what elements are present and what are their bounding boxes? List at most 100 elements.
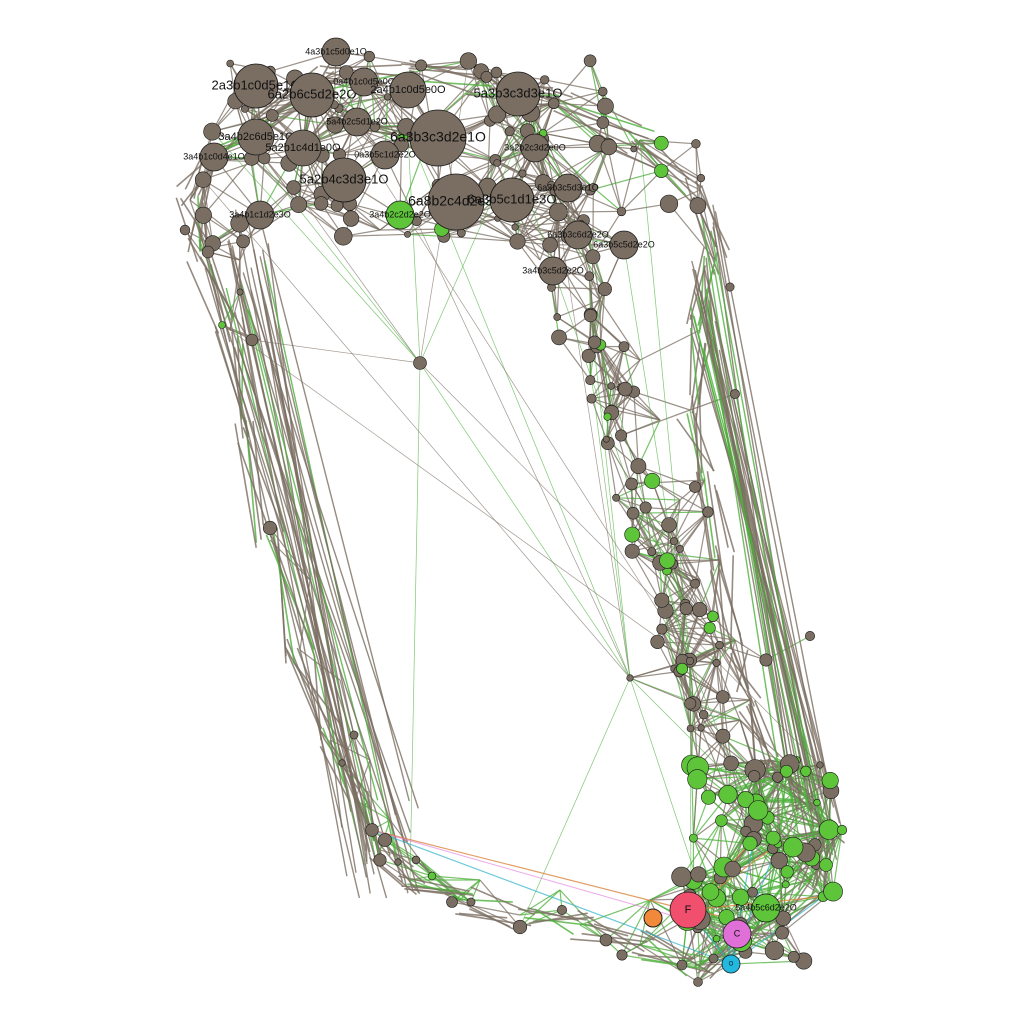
graph-node: [585, 249, 601, 265]
graph-edge: [699, 559, 721, 610]
graph-edge: [419, 112, 532, 364]
graph-edge: [590, 314, 691, 662]
graph-node: [715, 814, 728, 827]
graph-node: [821, 771, 839, 789]
graph-edge: [706, 471, 724, 573]
graph-node: [511, 223, 519, 231]
graph-edge: [651, 480, 709, 513]
node-circle: [284, 129, 322, 167]
node-circle: [751, 893, 781, 923]
node-circle: [237, 118, 275, 156]
node-circle: [321, 157, 367, 203]
graph-edge: [620, 139, 641, 212]
graph-node: [378, 833, 392, 847]
graph-edge: [629, 670, 680, 679]
graph-node: [179, 224, 191, 236]
graph-edge: [600, 344, 609, 417]
graph-edge: [659, 562, 691, 662]
graph-node: [679, 602, 693, 616]
graph-node: [701, 883, 720, 901]
graph-edge: [640, 930, 711, 973]
graph-edge: [715, 490, 736, 553]
graph-edge: [749, 701, 776, 773]
graph-edge: [409, 362, 421, 881]
graph-node: [671, 866, 692, 887]
graph-edge: [242, 426, 285, 533]
graph-edge: [388, 848, 426, 885]
graph-node: [693, 977, 703, 987]
graph-edge: [551, 286, 605, 290]
graph-edge: [678, 670, 724, 698]
graph-node: [653, 135, 669, 151]
graph-node: [618, 341, 630, 352]
graph-edge: [732, 846, 794, 870]
graph-node: [597, 97, 614, 115]
graph-node: [369, 121, 381, 132]
node-circle: [342, 107, 372, 137]
graph-edge: [697, 472, 715, 572]
graph-node: [201, 245, 215, 259]
graph-edge: [713, 484, 729, 548]
graph-node: [265, 109, 279, 122]
graph-node: [490, 66, 503, 79]
graph-edge: [699, 579, 714, 617]
node-circle: [520, 133, 550, 163]
graph-node: [584, 271, 595, 282]
graph-edge: [458, 912, 508, 919]
graph-node: [587, 335, 602, 349]
graph-edge: [690, 327, 700, 404]
graph-node: [607, 382, 615, 390]
graph-edge: [600, 289, 606, 345]
graph-node: [669, 537, 678, 546]
graph-edge: [552, 95, 633, 134]
graph-node: [290, 196, 308, 214]
graph-node: [816, 761, 824, 769]
graph-node-labeled: F: [669, 891, 707, 929]
graph-edge: [467, 60, 491, 121]
graph-edge: [251, 339, 421, 364]
graph-edge: [633, 391, 639, 467]
graph-node: [365, 823, 379, 837]
graph-edge: [240, 284, 382, 861]
graph-node: [540, 75, 550, 85]
graph-edge: [354, 759, 371, 801]
graph-edge: [544, 79, 603, 93]
graph-edge: [753, 700, 779, 758]
graph-node: [685, 656, 695, 666]
graph-node: [245, 333, 259, 347]
node-circle: [669, 891, 707, 929]
graph-node: [772, 771, 784, 783]
graph-edge: [553, 109, 640, 150]
graph-edge: [709, 570, 725, 646]
graph-node: [624, 543, 640, 559]
graph-edge: [672, 499, 681, 565]
graph-node: [742, 835, 758, 851]
graph-edge: [407, 883, 473, 895]
graph-edge: [528, 912, 588, 925]
graph-edge: [610, 359, 641, 387]
graph-node: [691, 139, 701, 149]
graph-edge: [197, 195, 201, 252]
graph-node: [509, 233, 526, 250]
graph-edge: [782, 852, 807, 919]
graph-node: [782, 836, 804, 858]
graph-edge: [554, 191, 561, 263]
graph-node: [780, 764, 793, 778]
graph-edge: [590, 315, 631, 679]
graph-node: [373, 853, 387, 867]
graph-edge: [607, 443, 617, 498]
graph-node: [686, 724, 695, 733]
graph-edge: [695, 143, 702, 179]
graph-node: [404, 230, 411, 238]
graph-node: [689, 833, 698, 843]
graph-edge: [629, 677, 817, 865]
graph-edge: [371, 829, 689, 911]
graph-node: [718, 784, 738, 804]
graph-edge: [459, 879, 481, 901]
graph-edge: [298, 155, 323, 205]
graph-node: [715, 728, 731, 744]
graph-edge: [703, 266, 838, 860]
graph-node: [804, 630, 815, 641]
graph-node: [690, 866, 707, 883]
graph-edge: [729, 555, 734, 649]
